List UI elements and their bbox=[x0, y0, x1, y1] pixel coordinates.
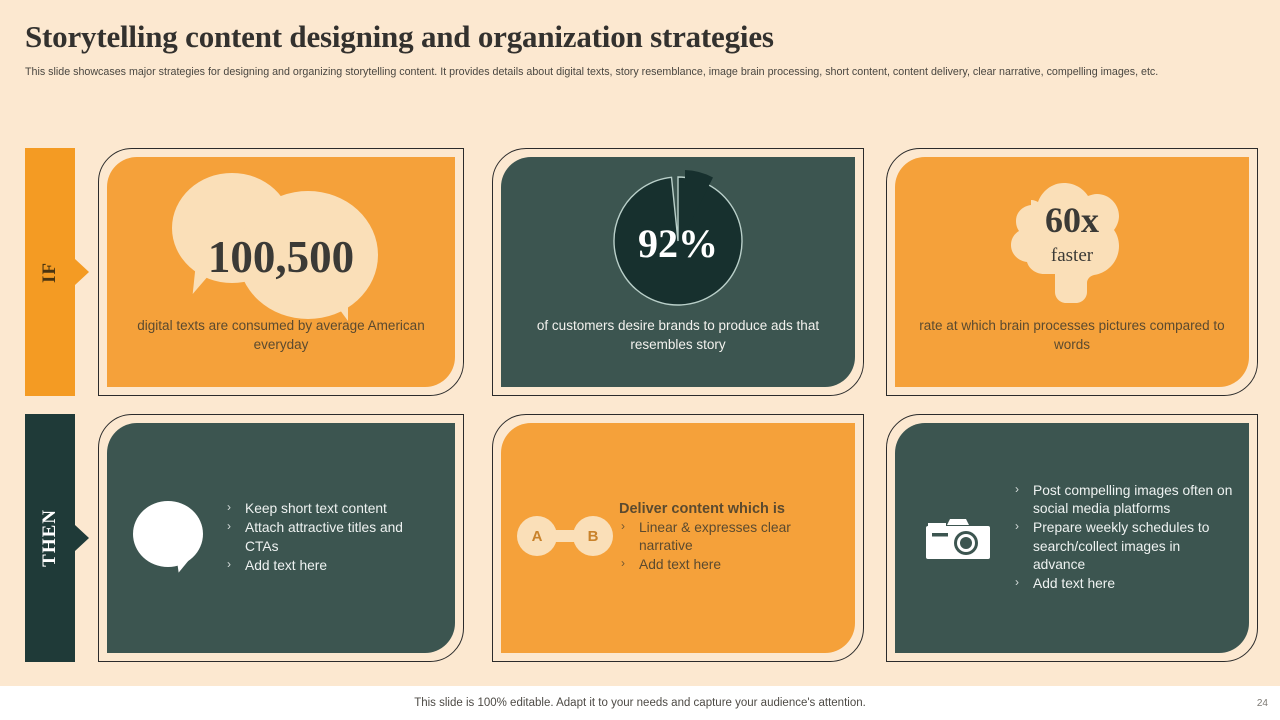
list-item: › Add text here bbox=[225, 557, 439, 575]
a-to-b-icon: A B bbox=[517, 516, 613, 560]
list-item: › Prepare weekly schedules to search/coll… bbox=[1013, 519, 1233, 574]
chevron-right-icon: › bbox=[1015, 574, 1019, 589]
list-card-inner: A B Deliver content which is › Linear & e… bbox=[501, 423, 855, 653]
list-item-label: Linear & expresses clear narrative bbox=[639, 519, 791, 553]
card-fill: A B Deliver content which is › Linear & e… bbox=[501, 423, 855, 653]
card-fill: › Post compelling images often on social … bbox=[895, 423, 1249, 653]
list-heading: Deliver content which is bbox=[619, 500, 785, 517]
chevron-right-icon: › bbox=[227, 556, 231, 571]
list-item-label: Keep short text content bbox=[245, 501, 387, 517]
slide-footer: This slide is 100% editable. Adapt it to… bbox=[0, 686, 1280, 720]
stat-value: 60x bbox=[1045, 200, 1099, 240]
chevron-right-icon: › bbox=[227, 519, 231, 534]
pie-slice-exploded bbox=[685, 170, 713, 234]
bullet-list: › Keep short text content › Attach attract… bbox=[225, 500, 439, 575]
chevron-right-icon: › bbox=[227, 500, 231, 515]
stat-graphic bbox=[895, 165, 1249, 313]
row-tab-then-label: THEN bbox=[39, 509, 60, 567]
card-fill: 60x faster rate at which brain processes… bbox=[895, 157, 1249, 387]
list-item-label: Add text here bbox=[245, 557, 328, 573]
card-fill: 92% of customers desire brands to produc… bbox=[501, 157, 855, 387]
row-then: THEN › Keep short text content › bbox=[0, 414, 1280, 662]
row-tab-if-label: IF bbox=[39, 261, 60, 283]
stat-wrap: 100,500 digital texts are consumed by av… bbox=[107, 157, 455, 387]
footer-text: This slide is 100% editable. Adapt it to… bbox=[414, 697, 866, 709]
page-title: Storytelling content designing and organ… bbox=[25, 19, 774, 54]
camera-svg bbox=[926, 519, 990, 559]
list-item-label: Attach attractive titles and CTAs bbox=[245, 520, 403, 554]
pie-slice-main bbox=[613, 176, 743, 306]
speech-bubble-tail bbox=[175, 547, 203, 573]
list-icon-slot: A B bbox=[517, 516, 613, 560]
list-item-label: Add text here bbox=[1033, 575, 1116, 591]
list-item: › Linear & expresses clear narrative bbox=[619, 519, 839, 555]
list-body: › Post compelling images often on social … bbox=[1007, 482, 1233, 594]
page-subtitle: This slide showcases major strategies fo… bbox=[25, 65, 1159, 78]
pie-chart-icon: 92% bbox=[603, 168, 753, 310]
stat-card-digital-texts[interactable]: 100,500 digital texts are consumed by av… bbox=[98, 148, 464, 396]
brain-icon bbox=[977, 169, 1167, 309]
a-node: A bbox=[517, 516, 557, 556]
list-body: › Keep short text content › Attach attract… bbox=[219, 500, 439, 576]
tab-arrow-icon bbox=[75, 525, 89, 551]
speech-bubble-front bbox=[238, 191, 378, 319]
list-card-inner: › Post compelling images often on social … bbox=[895, 423, 1249, 653]
list-item: › Add text here bbox=[1013, 575, 1233, 593]
action-card-content-delivery[interactable]: A B Deliver content which is › Linear & e… bbox=[492, 414, 864, 662]
row-if: IF 100,500 digital texts are cons bbox=[0, 148, 1280, 396]
list-item: › Post compelling images often on social … bbox=[1013, 482, 1233, 518]
chevron-right-icon: › bbox=[621, 518, 625, 533]
list-card-inner: › Keep short text content › Attach attract… bbox=[107, 423, 455, 653]
tab-arrow-icon bbox=[75, 259, 89, 285]
camera-icon bbox=[926, 513, 992, 563]
speech-bubble-core bbox=[133, 501, 203, 567]
stat-caption: rate at which brain processes pictures c… bbox=[919, 317, 1225, 353]
action-card-compelling-images[interactable]: › Post compelling images often on social … bbox=[886, 414, 1258, 662]
pie-center-label: 92% bbox=[638, 221, 718, 266]
stat-value: 100,500 bbox=[207, 232, 355, 282]
stat-card-brain-processing[interactable]: 60x faster rate at which brain processes… bbox=[886, 148, 1258, 396]
speech-bubble-icon bbox=[133, 501, 209, 575]
stat-caption: digital texts are consumed by average Am… bbox=[137, 317, 425, 353]
b-node: B bbox=[573, 516, 613, 556]
brain-svg bbox=[1011, 183, 1119, 303]
list-item-label: Add text here bbox=[639, 557, 722, 573]
chevron-right-icon: › bbox=[621, 556, 625, 571]
row-tab-if[interactable]: IF bbox=[25, 148, 89, 396]
stat-graphic bbox=[107, 165, 455, 321]
list-icon-slot bbox=[123, 501, 219, 575]
pie-chart-svg bbox=[613, 170, 743, 306]
list-item: › Add text here bbox=[619, 556, 839, 574]
bullet-list: › Linear & expresses clear narrative › Add… bbox=[619, 519, 839, 575]
bullet-list: › Post compelling images often on social … bbox=[1013, 482, 1233, 593]
list-item-label: Post compelling images often on social m… bbox=[1033, 482, 1233, 517]
slide-header: Storytelling content designing and organ… bbox=[25, 18, 1240, 79]
list-icon-slot bbox=[911, 513, 1007, 563]
stat-caption: of customers desire brands to produce ad… bbox=[536, 317, 820, 353]
stat-graphic: 92% bbox=[501, 165, 855, 313]
stat-wrap: 92% of customers desire brands to produc… bbox=[501, 157, 855, 387]
list-item: › Attach attractive titles and CTAs bbox=[225, 519, 439, 555]
stat-card-customer-desire[interactable]: 92% of customers desire brands to produc… bbox=[492, 148, 864, 396]
stat-wrap: 60x faster rate at which brain processes… bbox=[895, 157, 1249, 387]
card-fill: › Keep short text content › Attach attract… bbox=[107, 423, 455, 653]
chevron-right-icon: › bbox=[1015, 481, 1019, 496]
list-body: Deliver content which is › Linear & expre… bbox=[613, 501, 839, 576]
speech-bubbles-icon bbox=[166, 169, 396, 321]
speech-bubble-front-tail bbox=[326, 291, 348, 321]
chevron-right-icon: › bbox=[1015, 519, 1019, 534]
page-number: 24 bbox=[1256, 697, 1268, 709]
action-card-short-content[interactable]: › Keep short text content › Attach attract… bbox=[98, 414, 464, 662]
card-fill: 100,500 digital texts are consumed by av… bbox=[107, 157, 455, 387]
row-tab-then[interactable]: THEN bbox=[25, 414, 89, 662]
stat-value-sub: faster bbox=[1050, 245, 1094, 266]
list-item-label: Prepare weekly schedules to search/colle… bbox=[1033, 520, 1210, 572]
list-item: › Keep short text content bbox=[225, 500, 439, 518]
